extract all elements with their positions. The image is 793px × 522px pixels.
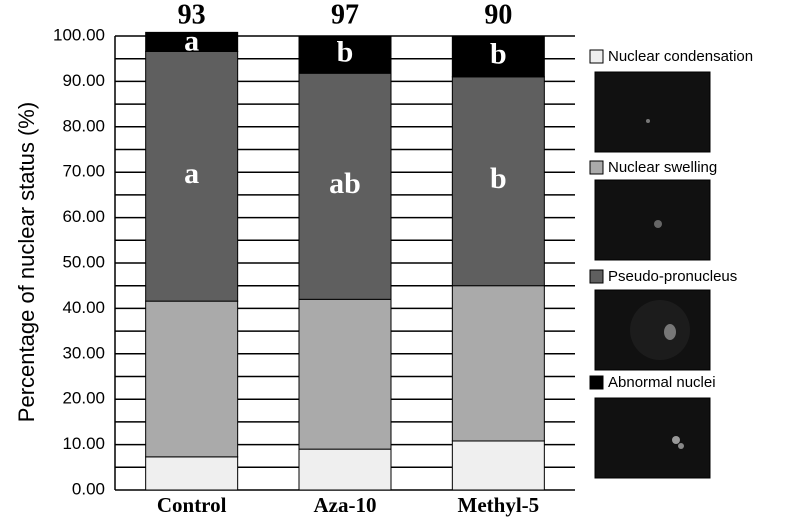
y-tick-label: 20.00 xyxy=(62,389,105,408)
y-tick-label: 60.00 xyxy=(62,207,105,226)
nucleus xyxy=(654,220,662,228)
legend-image xyxy=(594,397,711,479)
bar-segment xyxy=(451,35,545,78)
x-tick-label: Methyl-5 xyxy=(458,493,540,517)
legend-label: Pseudo-pronucleus xyxy=(608,268,737,285)
legend-images xyxy=(594,71,711,479)
significance-letter: b xyxy=(490,162,507,195)
bar-segment xyxy=(145,456,239,491)
nucleus xyxy=(672,436,680,444)
significance-letter: b xyxy=(490,37,507,70)
bar-top-label: 97 xyxy=(331,0,359,30)
y-tick-label: 30.00 xyxy=(62,343,105,362)
y-tick-label: 100.00 xyxy=(53,25,105,44)
y-tick-label: 0.00 xyxy=(72,479,105,498)
y-tick-label: 10.00 xyxy=(62,434,105,453)
bar-segment xyxy=(145,300,239,458)
y-tick-label: 40.00 xyxy=(62,298,105,317)
bar-segment xyxy=(145,31,239,52)
legend-label: Nuclear swelling xyxy=(608,159,717,176)
oocyte xyxy=(630,300,690,360)
nucleus xyxy=(646,119,650,123)
legend-label: Nuclear condensation xyxy=(608,48,753,65)
bar-segment xyxy=(451,76,545,287)
significance-letter: ab xyxy=(329,167,361,200)
legend-image xyxy=(594,71,711,153)
nucleus xyxy=(678,443,684,449)
legend-swatch xyxy=(589,49,604,64)
nucleus xyxy=(664,324,676,340)
legend-swatch xyxy=(589,269,604,284)
bar-segment xyxy=(298,72,392,300)
bar-top-label: 90 xyxy=(484,0,512,30)
bar-segment xyxy=(451,440,545,491)
x-tick-label: Control xyxy=(157,493,227,517)
x-tick-label: Aza-10 xyxy=(314,493,377,517)
significance-letter: b xyxy=(337,36,354,69)
bar-segment xyxy=(298,448,392,491)
legend-swatch xyxy=(589,375,604,390)
bar-segment xyxy=(298,298,392,450)
bar-segment xyxy=(451,285,545,442)
y-tick-label: 70.00 xyxy=(62,162,105,181)
legend-swatch xyxy=(589,160,604,175)
significance-letter: a xyxy=(184,157,199,190)
significance-letter: a xyxy=(184,24,199,57)
y-tick-label: 50.00 xyxy=(62,252,105,271)
bar-segment xyxy=(298,35,392,74)
y-tick-label: 90.00 xyxy=(62,71,105,90)
y-tick-label: 80.00 xyxy=(62,116,105,135)
bar-top-label: 93 xyxy=(178,0,206,30)
legend-label: Abnormal nuclei xyxy=(608,374,716,391)
y-axis-title: Percentage of nuclear status (%) xyxy=(14,102,39,422)
bar-segment xyxy=(145,50,239,302)
legend-image xyxy=(594,179,711,261)
